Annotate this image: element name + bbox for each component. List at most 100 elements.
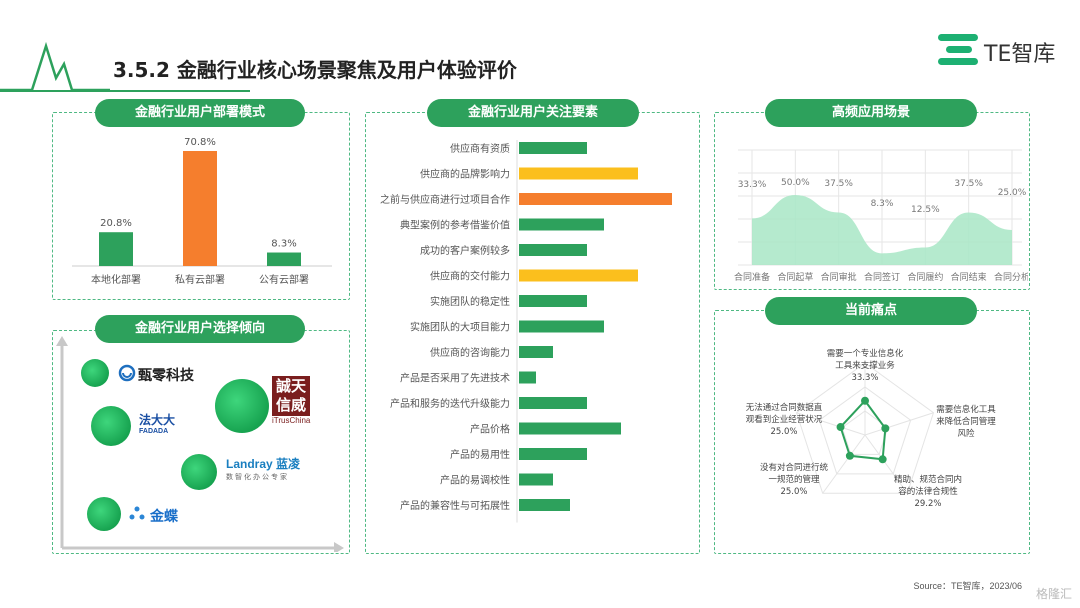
deploy-bar-chart: 20.8% 本地化部署 70.8% 私有云部署 8.3% 公有云部署 bbox=[72, 137, 332, 286]
radar-spoke bbox=[822, 434, 866, 494]
vendor-bubble bbox=[81, 359, 109, 387]
category-label: 实施团队的大项目能力 bbox=[410, 321, 510, 334]
category-label: 产品的易调校性 bbox=[440, 474, 510, 487]
vendor-bubble bbox=[181, 454, 217, 490]
vendor-bubble bbox=[215, 379, 269, 433]
area-series bbox=[752, 195, 1012, 265]
category-label: 产品的兼容性与可拓展性 bbox=[400, 499, 510, 512]
bar bbox=[519, 218, 604, 231]
axis-label: 来降低合同管理 bbox=[936, 416, 996, 427]
bar bbox=[519, 499, 570, 511]
bar bbox=[519, 269, 638, 282]
data-label: 70.8% bbox=[184, 137, 216, 148]
radar-series bbox=[839, 399, 887, 461]
category-label: 实施团队的稳定性 bbox=[430, 295, 510, 308]
watermark: 格隆汇 bbox=[1035, 587, 1072, 601]
category-label: 供应商的咨询能力 bbox=[430, 346, 510, 359]
category-label: 公有云部署 bbox=[259, 273, 309, 286]
axis-label: 风险 bbox=[957, 428, 975, 439]
header-divider bbox=[0, 90, 250, 92]
source-note: Source：TE智库，2023/06 bbox=[913, 581, 1022, 591]
vendor-name: Landray 蓝凌 bbox=[226, 457, 301, 471]
brand-name: TE智库 bbox=[984, 42, 1056, 67]
bar bbox=[519, 244, 587, 256]
itruschina-logo-icon: 誠天信威 iTrusChina bbox=[272, 376, 318, 432]
category-label: 之前与供应商进行过项目合作 bbox=[380, 193, 510, 206]
vendor-bubble bbox=[87, 497, 121, 531]
category-label: 合同分析 bbox=[994, 271, 1028, 283]
panel-factors-title: 金融行业用户关注要素 bbox=[427, 99, 639, 127]
scenes-area-chart: 33.3% 合同准备 50.0% 合同起草 37.5% 合同审批 8.3% 合同签订 12.5%… bbox=[734, 149, 1028, 283]
axis-label: 33.3% bbox=[851, 373, 878, 383]
category-label: 合同履约 bbox=[907, 271, 943, 283]
axis-label: 25.0% bbox=[770, 427, 797, 437]
vendor-subname: 数智化办公专家 bbox=[226, 474, 289, 481]
data-label: 20.8% bbox=[100, 218, 132, 229]
bar bbox=[519, 371, 536, 384]
panel-preference-title: 金融行业用户选择倾向 bbox=[95, 315, 305, 343]
page-title: 3.5.2 金融行业核心场景聚焦及用户体验评价 bbox=[113, 58, 517, 82]
category-label: 产品的易用性 bbox=[450, 448, 510, 461]
radar-point bbox=[861, 396, 869, 405]
bar bbox=[519, 448, 587, 460]
kingdee-logo-icon bbox=[129, 506, 145, 520]
category-label: 私有云部署 bbox=[175, 273, 225, 286]
axis-label: 工具来支撑业务 bbox=[835, 360, 895, 371]
category-label: 产品和服务的迭代升级能力 bbox=[390, 397, 510, 410]
bar bbox=[519, 295, 587, 307]
bar bbox=[519, 193, 672, 205]
category-label: 成功的客户案例较多 bbox=[420, 244, 510, 257]
radar-spoke bbox=[864, 412, 934, 436]
category-label: 典型案例的参考借鉴价值 bbox=[400, 219, 510, 232]
category-label: 供应商的交付能力 bbox=[430, 270, 510, 283]
preference-quadrant bbox=[56, 336, 344, 552]
header-pulse-line bbox=[0, 41, 110, 92]
category-label: 合同起草 bbox=[777, 271, 813, 283]
bar bbox=[519, 397, 587, 409]
factors-bar-chart: 供应商有资质供应商的品牌影响力之前与供应商进行过项目合作典型案例的参考借鉴价值成… bbox=[380, 140, 672, 523]
category-label: 供应商有资质 bbox=[450, 142, 510, 155]
category-label: 合同签订 bbox=[864, 271, 900, 283]
axis-label: 一规范的管理 bbox=[768, 474, 820, 485]
vendor-subname: FADADA bbox=[139, 428, 169, 435]
bar bbox=[519, 473, 553, 486]
category-label: 产品价格 bbox=[470, 423, 510, 436]
bar bbox=[519, 320, 604, 333]
radar-spoke bbox=[796, 412, 866, 436]
axis-label: 观看到企业经营状况 bbox=[746, 414, 823, 425]
bar bbox=[267, 252, 301, 266]
category-label: 合同审批 bbox=[821, 271, 857, 283]
panel-scenes-title: 高频应用场景 bbox=[765, 99, 977, 127]
radar-grid bbox=[818, 386, 912, 475]
radar-grid bbox=[795, 362, 935, 494]
axis-label: 需要一个专业信息化 bbox=[827, 348, 904, 359]
radar-point bbox=[881, 424, 890, 433]
bar bbox=[519, 422, 621, 435]
axis-label: 精助、规范合同内 bbox=[894, 474, 962, 485]
category-label: 本地化部署 bbox=[91, 273, 141, 286]
data-label: 37.5% bbox=[954, 179, 983, 189]
radar-spoke bbox=[864, 434, 908, 494]
bar bbox=[519, 346, 553, 358]
vendor-name: 甄零科技 bbox=[138, 367, 194, 383]
radar-point bbox=[878, 455, 887, 464]
radar-point bbox=[845, 451, 854, 460]
vendor-bubble bbox=[91, 406, 131, 446]
axis-label: 无法通过合同数据直 bbox=[746, 402, 823, 413]
category-label: 合同结束 bbox=[951, 271, 987, 283]
category-label: 供应商的品牌影响力 bbox=[420, 168, 510, 181]
panel-deploy-title: 金融行业用户部署模式 bbox=[95, 99, 305, 127]
axis-label: 需要信息化工具 bbox=[936, 404, 996, 415]
panel-pain-title: 当前痛点 bbox=[765, 297, 977, 325]
te-logo-icon bbox=[938, 34, 978, 65]
landray-logo-icon: Landray 蓝凌 数智化办公专家 bbox=[226, 458, 300, 484]
vendor-subname: iTrusChina bbox=[272, 416, 311, 425]
vendor-name: 金蝶 bbox=[150, 508, 178, 524]
data-label: 37.5% bbox=[824, 179, 853, 189]
data-label: 50.0% bbox=[781, 178, 810, 188]
bar bbox=[519, 142, 587, 154]
data-label: 33.3% bbox=[738, 180, 767, 190]
fadada-logo-icon: 法大大 FADADA bbox=[139, 414, 175, 438]
bar bbox=[99, 232, 133, 266]
